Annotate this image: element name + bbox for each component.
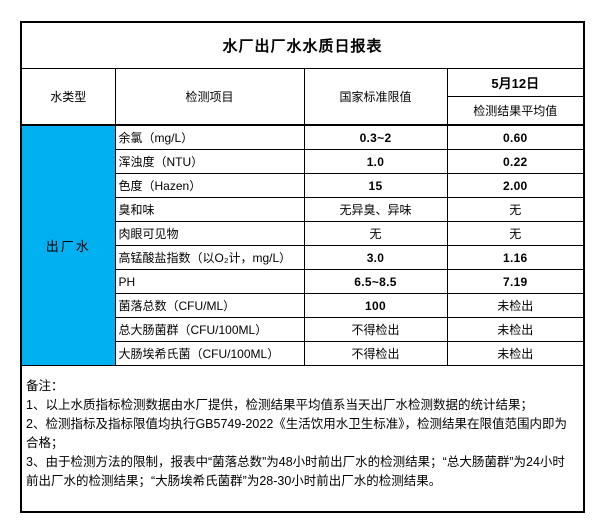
- result-value: 1.16: [446, 245, 585, 270]
- table-row: 出厂水 余氯（mg/L） 0.3~2 0.60: [20, 124, 585, 366]
- table-row: PH 6.5~8.5 7.19: [21, 269, 585, 294]
- table-row: 高锰酸盐指数（以O₂计，mg/L） 3.0 1.16: [21, 245, 585, 270]
- item-label: 色度（Hazen）: [114, 173, 305, 198]
- result-value: 无: [446, 197, 585, 222]
- table-row: 大肠埃希氏菌（CFU/100ML） 不得检出 未检出: [21, 341, 585, 366]
- standard-value: 无异臭、异味: [303, 197, 448, 222]
- result-value: 未检出: [446, 293, 585, 318]
- table-row: 浑浊度（NTU） 1.0 0.22: [21, 149, 585, 174]
- header-water-type: 水类型: [20, 68, 116, 126]
- water-type-cell: 出厂水: [20, 124, 116, 366]
- item-label: 浑浊度（NTU）: [114, 149, 305, 174]
- standard-value: 100: [303, 293, 448, 318]
- item-label: 肉眼可见物: [114, 221, 305, 246]
- result-value: 0.60: [446, 124, 585, 150]
- result-value: 无: [446, 221, 585, 246]
- item-label: 大肠埃希氏菌（CFU/100ML）: [114, 341, 305, 366]
- standard-value: 不得检出: [303, 341, 448, 366]
- result-value: 未检出: [446, 317, 585, 342]
- title-row: 水厂出厂水水质日报表: [20, 21, 585, 69]
- header-item: 检测项目: [114, 68, 305, 126]
- header-result: 检测结果平均值: [446, 96, 585, 126]
- result-value: 7.19: [446, 269, 585, 294]
- header-standard: 国家标准限值: [303, 68, 448, 126]
- standard-value: 3.0: [303, 245, 448, 270]
- item-label: 总大肠菌群（CFU/100ML）: [114, 317, 305, 342]
- standard-value: 0.3~2: [303, 124, 448, 150]
- standard-value: 15: [303, 173, 448, 198]
- table-row: 臭和味 无异臭、异味 无: [21, 197, 585, 222]
- water-quality-report-table: 水厂出厂水水质日报表 水类型 检测项目 国家标准限值 5月12日 检测结果平均值…: [20, 21, 586, 513]
- note-item: 3、由于检测方法的限制，报表中“菌落总数”为48小时前出厂水的检测结果；“总大肠…: [26, 455, 565, 488]
- header-date: 5月12日: [446, 68, 585, 97]
- standard-value: 6.5~8.5: [303, 269, 448, 294]
- table-row: 菌落总数（CFU/ML） 100 未检出: [21, 293, 585, 318]
- table-row: 总大肠菌群（CFU/100ML） 不得检出 未检出: [21, 317, 585, 342]
- item-label: 菌落总数（CFU/ML）: [114, 293, 305, 318]
- result-value: 未检出: [446, 341, 585, 366]
- notes-row: 备注： 1、以上水质指标检测数据由水厂提供，检测结果平均值系当天出厂水检测数据的…: [20, 365, 585, 513]
- item-label: 高锰酸盐指数（以O₂计，mg/L）: [114, 245, 305, 270]
- note-item: 1、以上水质指标检测数据由水厂提供，检测结果平均值系当天出厂水检测数据的统计结果…: [26, 398, 533, 412]
- result-value: 2.00: [446, 173, 585, 198]
- table-row: 肉眼可见物 无 无: [21, 221, 585, 246]
- standard-value: 不得检出: [303, 317, 448, 342]
- standard-value: 无: [303, 221, 448, 246]
- result-value: 0.22: [446, 149, 585, 174]
- notes-section: 备注： 1、以上水质指标检测数据由水厂提供，检测结果平均值系当天出厂水检测数据的…: [20, 365, 585, 513]
- subheader-row: 检测结果平均值: [21, 96, 585, 126]
- item-label: 余氯（mg/L）: [114, 124, 305, 150]
- notes-label: 备注：: [26, 379, 64, 393]
- note-item: 2、检测指标及指标限值均执行GB5749-2022《生活饮用水卫生标准》，检测结…: [26, 417, 568, 450]
- item-label: 臭和味: [114, 197, 305, 222]
- standard-value: 1.0: [303, 149, 448, 174]
- table-row: 色度（Hazen） 15 2.00: [21, 173, 585, 198]
- page-title: 水厂出厂水水质日报表: [20, 21, 585, 69]
- header-row: 水类型 检测项目 国家标准限值 5月12日: [20, 68, 585, 126]
- item-label: PH: [114, 269, 305, 294]
